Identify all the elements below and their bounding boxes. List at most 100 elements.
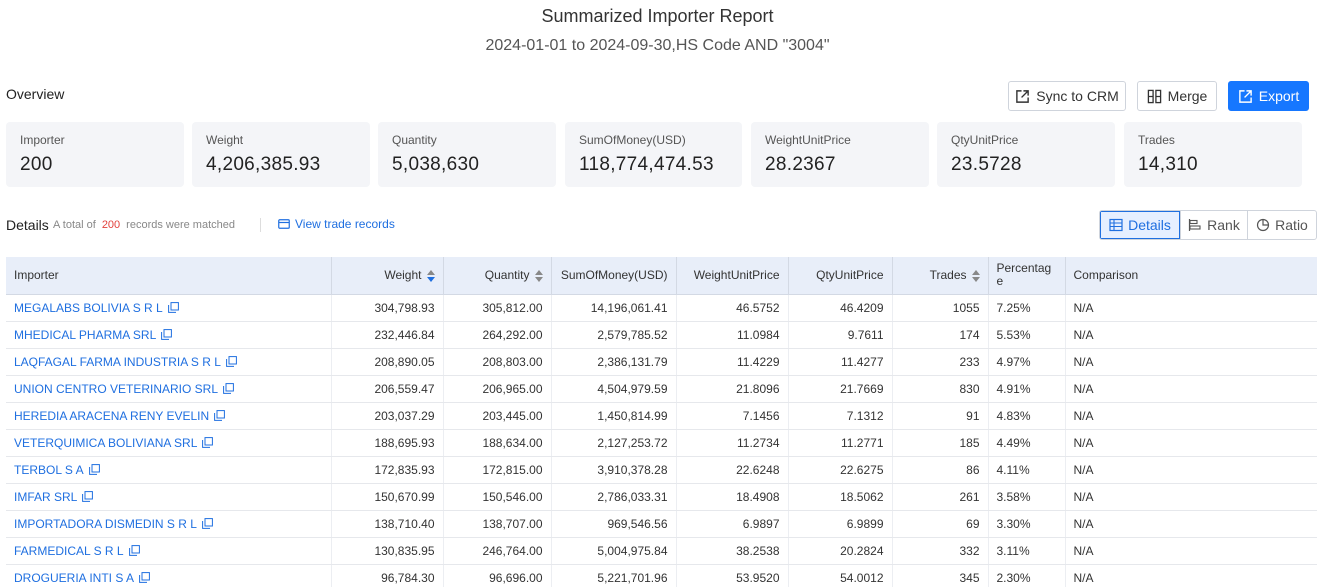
total-count: 200 bbox=[101, 219, 121, 231]
tab-ratio[interactable]: Ratio bbox=[1247, 211, 1316, 239]
trades-cell: 91 bbox=[892, 402, 989, 430]
sum-of-money-cell: 3,910,378.28 bbox=[551, 456, 677, 484]
col-header-quantity-label: Quantity bbox=[484, 268, 530, 283]
table-row: IMFAR SRL 150,670.99 150,546.00 2,786,033.3… bbox=[6, 483, 1317, 511]
qty-unit-price-cell: 7.1312 bbox=[788, 402, 893, 430]
weight-unit-price-cell: 7.1456 bbox=[676, 402, 789, 430]
qty-unit-price-cell: 9.7611 bbox=[788, 321, 893, 349]
importer-link[interactable]: MHEDICAL PHARMA SRL bbox=[14, 327, 157, 342]
merge-button[interactable]: Merge bbox=[1137, 81, 1217, 111]
copy-icon[interactable] bbox=[202, 517, 213, 529]
copy-icon[interactable] bbox=[161, 328, 173, 340]
qty-unit-price-cell: 18.5062 bbox=[788, 483, 893, 511]
export-button[interactable]: Export bbox=[1228, 81, 1309, 111]
export-button-label: Export bbox=[1258, 88, 1300, 104]
summary-card-sum-of-money: SumOfMoney(USD) 118,774,474.53 bbox=[565, 122, 742, 187]
importer-link[interactable]: TERBOL S A bbox=[14, 462, 84, 477]
importer-cell: VETERQUIMICA BOLIVIANA SRL bbox=[6, 429, 332, 457]
importer-link[interactable]: IMPORTADORA DISMEDIN S R L bbox=[14, 516, 197, 531]
importer-link[interactable]: FARMEDICAL S R L bbox=[14, 543, 124, 558]
importer-link[interactable]: MEGALABS BOLIVIA S R L bbox=[14, 300, 163, 315]
sum-of-money-cell: 14,196,061.41 bbox=[551, 294, 677, 322]
sum-of-money-cell: 2,386,131.79 bbox=[551, 348, 677, 376]
weight-cell: 96,784.30 bbox=[331, 564, 444, 587]
copy-icon[interactable] bbox=[223, 382, 234, 394]
weight-unit-price-cell: 11.2734 bbox=[676, 429, 789, 457]
copy-icon[interactable] bbox=[88, 463, 100, 475]
table-row: DROGUERIA INTI S A 96,784.30 96,696.00 5,22… bbox=[6, 564, 1317, 587]
trades-cell: 261 bbox=[892, 483, 989, 511]
trades-cell: 86 bbox=[892, 456, 989, 484]
card-value: 28.2367 bbox=[765, 154, 836, 175]
sum-of-money-cell: 2,127,253.72 bbox=[551, 429, 677, 457]
comparison-cell: N/A bbox=[1065, 348, 1317, 376]
trades-cell: 69 bbox=[892, 510, 989, 538]
table-row: HEREDIA ARACENA RENY EVELIN 203,037.29 203… bbox=[6, 402, 1317, 430]
importer-link[interactable]: HEREDIA ARACENA RENY EVELIN bbox=[14, 408, 210, 423]
details-label: Details bbox=[6, 217, 49, 233]
importer-link[interactable]: UNION CENTRO VETERINARIO SRL bbox=[14, 381, 219, 396]
comparison-cell: N/A bbox=[1065, 510, 1317, 538]
divider bbox=[260, 218, 261, 232]
weight-cell: 206,559.47 bbox=[331, 375, 444, 403]
table-row: MEGALABS BOLIVIA S R L 304,798.93 305,812.… bbox=[6, 294, 1317, 322]
quantity-cell: 206,965.00 bbox=[443, 375, 552, 403]
sum-of-money-cell: 5,221,701.96 bbox=[551, 564, 677, 587]
sort-icon[interactable] bbox=[426, 270, 435, 283]
copy-icon[interactable] bbox=[82, 490, 94, 502]
sum-of-money-cell: 5,004,975.84 bbox=[551, 537, 677, 565]
col-header-trades[interactable]: Trades bbox=[892, 257, 989, 295]
trades-cell: 345 bbox=[892, 564, 989, 587]
tab-ratio-label: Ratio bbox=[1275, 217, 1308, 233]
importer-cell: DROGUERIA INTI S A bbox=[6, 564, 332, 587]
merge-button-label: Merge bbox=[1167, 88, 1208, 104]
total-prefix: A total of bbox=[53, 219, 96, 231]
percentage-cell: 3.58% bbox=[988, 483, 1066, 511]
copy-icon[interactable] bbox=[167, 301, 179, 313]
qty-unit-price-cell: 11.2771 bbox=[788, 429, 893, 457]
sum-of-money-cell: 2,579,785.52 bbox=[551, 321, 677, 349]
importer-cell: HEREDIA ARACENA RENY EVELIN bbox=[6, 402, 332, 430]
sort-icon[interactable] bbox=[971, 270, 980, 283]
copy-icon[interactable] bbox=[226, 355, 237, 367]
quantity-cell: 203,445.00 bbox=[443, 402, 552, 430]
percentage-cell: 4.91% bbox=[988, 375, 1066, 403]
col-header-quantity[interactable]: Quantity bbox=[443, 257, 552, 295]
trades-cell: 830 bbox=[892, 375, 989, 403]
importer-link[interactable]: LAQFAGAL FARMA INDUSTRIA S R L bbox=[14, 354, 221, 369]
sum-of-money-cell: 1,450,814.99 bbox=[551, 402, 677, 430]
quantity-cell: 246,764.00 bbox=[443, 537, 552, 565]
card-label: Importer bbox=[20, 133, 65, 147]
view-trade-records-link[interactable]: View trade records bbox=[278, 217, 395, 231]
card-label: Quantity bbox=[392, 133, 437, 147]
importer-link[interactable]: DROGUERIA INTI S A bbox=[14, 570, 135, 585]
sort-icon[interactable] bbox=[534, 270, 543, 283]
trades-cell: 185 bbox=[892, 429, 989, 457]
copy-icon[interactable] bbox=[128, 544, 140, 556]
qty-unit-price-cell: 11.4277 bbox=[788, 348, 893, 376]
col-header-weight[interactable]: Weight bbox=[331, 257, 444, 295]
comparison-cell: N/A bbox=[1065, 483, 1317, 511]
tab-rank[interactable]: Rank bbox=[1180, 211, 1247, 239]
external-link-icon bbox=[1016, 89, 1030, 103]
col-header-qty-unit-price-label: QtyUnitPrice bbox=[816, 268, 884, 283]
copy-icon[interactable] bbox=[214, 409, 226, 421]
weight-cell: 232,446.84 bbox=[331, 321, 444, 349]
sync-to-crm-button[interactable]: Sync to CRM bbox=[1008, 81, 1126, 111]
copy-icon[interactable] bbox=[202, 436, 214, 448]
table-row: IMPORTADORA DISMEDIN S R L 138,710.40 138,… bbox=[6, 510, 1317, 538]
weight-unit-price-cell: 38.2538 bbox=[676, 537, 789, 565]
importer-cell: TERBOL S A bbox=[6, 456, 332, 484]
sum-of-money-cell: 4,504,979.59 bbox=[551, 375, 677, 403]
weight-unit-price-cell: 11.4229 bbox=[676, 348, 789, 376]
tab-details[interactable]: Details bbox=[1100, 211, 1180, 239]
comparison-cell: N/A bbox=[1065, 321, 1317, 349]
copy-icon[interactable] bbox=[139, 571, 150, 583]
importer-link[interactable]: VETERQUIMICA BOLIVIANA SRL bbox=[14, 435, 198, 450]
importer-cell: LAQFAGAL FARMA INDUSTRIA S R L bbox=[6, 348, 332, 376]
table-row: TERBOL S A 172,835.93 172,815.00 3,910,378.… bbox=[6, 456, 1317, 484]
col-header-weight-unit-price: WeightUnitPrice bbox=[676, 257, 789, 295]
importer-link[interactable]: IMFAR SRL bbox=[14, 489, 78, 504]
weight-unit-price-cell: 53.9520 bbox=[676, 564, 789, 587]
quantity-cell: 188,634.00 bbox=[443, 429, 552, 457]
